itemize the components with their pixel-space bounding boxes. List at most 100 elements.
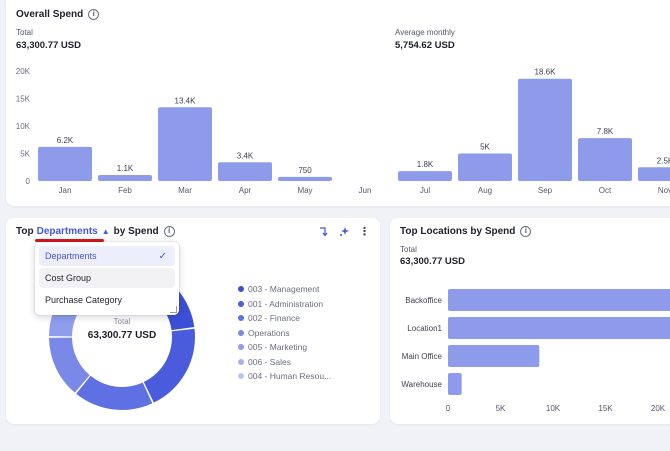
donut-center-label: Total [113, 317, 131, 326]
legend-label: 001 - Administration [248, 298, 324, 309]
y-tick-label: 15K [16, 95, 31, 104]
legend-item[interactable]: 002 - Finance [238, 311, 331, 326]
donut-slice [76, 375, 153, 410]
title-prefix: Top [16, 226, 34, 237]
x-tick-label: Aug [478, 186, 492, 195]
donut-slice [143, 328, 195, 403]
y-tick-label: Backoffice [405, 296, 442, 305]
legend-label: 006 - Sales [248, 356, 291, 367]
bar [158, 107, 212, 181]
dropdown-option-cost-group[interactable]: Cost Group [39, 268, 175, 288]
bar-value-label: 2.5K [657, 156, 670, 165]
bar [98, 174, 152, 181]
legend-swatch [238, 329, 244, 336]
overall-spend-title: Overall Spend i [16, 9, 100, 20]
legend-swatch [238, 286, 244, 293]
x-tick-label: 20K [651, 404, 666, 413]
bar-value-label: 7.8K [597, 127, 614, 136]
legend-item[interactable]: 005 - Marketing [238, 340, 331, 355]
info-icon[interactable]: i [163, 226, 175, 237]
option-label: Departments [45, 251, 97, 261]
locations-bar-chart: Backoffice Location1 Main Office Warehouse 0… [401, 289, 670, 413]
departments-legend: 003 - Management 001 - Administration 002 … [238, 282, 331, 384]
card-actions: ⋮ [319, 226, 370, 237]
card-title-text: Overall Spend [16, 9, 84, 20]
sort-icon[interactable] [319, 226, 330, 237]
bar-value-label: 5K [480, 143, 490, 152]
total-value: 63,300.77 USD [400, 256, 465, 267]
legend-item[interactable]: 004 - Human Resou... [238, 369, 331, 384]
card-title-text: Top Locations by Spend [400, 226, 516, 237]
bar-value-label: 13.4K [175, 96, 197, 105]
bar [398, 171, 452, 181]
bar-value-label: 1.1K [117, 164, 134, 173]
bar [448, 289, 670, 311]
sparkle-icon[interactable] [339, 226, 350, 237]
info-icon[interactable]: i [520, 226, 532, 237]
dropdown-option-purchase-category[interactable]: Purchase Category [39, 290, 175, 310]
x-tick-label: Feb [118, 186, 132, 195]
donut-slice [49, 337, 90, 393]
legend-item[interactable]: 001 - Administration [238, 297, 331, 312]
bar [638, 167, 670, 181]
resize-grip-icon[interactable] [170, 306, 177, 313]
legend-item[interactable]: Operations [238, 326, 331, 341]
option-label: Cost Group [45, 273, 92, 283]
legend-label: 002 - Finance [248, 313, 300, 324]
y-tick-label: Warehouse [401, 380, 442, 389]
x-tick-label: Jun [359, 186, 372, 195]
bar-value-label: 3.4K [237, 151, 254, 160]
check-icon: ✓ [158, 250, 167, 262]
x-tick-label: Apr [239, 186, 252, 195]
average-monthly-label: Average monthly [395, 28, 455, 37]
top-locations-card: Top Locations by Spend i Total 63,300.77… [390, 218, 670, 424]
bar [448, 317, 670, 339]
x-tick-label: Jan [59, 186, 72, 195]
dropdown-option-departments[interactable]: Departments ✓ [39, 246, 175, 266]
y-tick-label: Main Office [402, 352, 443, 361]
legend-item[interactable]: 006 - Sales [238, 355, 331, 370]
bar [448, 373, 462, 395]
bar [218, 162, 272, 181]
option-label: Purchase Category [45, 295, 123, 305]
total-label: Total [400, 245, 417, 254]
top-locations-title: Top Locations by Spend i [400, 226, 532, 237]
x-tick-label: Mar [178, 186, 192, 195]
legend-swatch [238, 300, 244, 307]
bar-value-label: 750 [298, 166, 312, 175]
legend-label: Operations [248, 327, 290, 338]
bar [38, 146, 92, 181]
bar [458, 153, 512, 181]
title-suffix: by Spend [113, 226, 159, 237]
x-tick-label: Jul [420, 186, 430, 195]
x-tick-label: 0 [446, 404, 451, 413]
x-tick-label: 15K [598, 404, 613, 413]
more-vert-icon[interactable]: ⋮ [359, 225, 370, 238]
legend-swatch [238, 358, 244, 365]
chevron-up-icon[interactable]: ▲ [101, 227, 110, 236]
bar [578, 138, 632, 181]
annotation-underline [35, 239, 104, 242]
legend-item[interactable]: 003 - Management [238, 282, 331, 297]
y-tick-label: 20K [16, 67, 31, 76]
legend-label: 003 - Management [248, 284, 320, 295]
total-label: Total [16, 28, 33, 37]
total-value: 63,300.77 USD [16, 40, 81, 51]
legend-swatch [238, 315, 244, 322]
info-icon[interactable]: i [88, 9, 100, 20]
x-tick-label: 10K [546, 404, 561, 413]
x-tick-label: Sep [538, 186, 553, 195]
average-monthly-value: 5,754.62 USD [395, 40, 455, 51]
legend-label: 004 - Human Resou... [248, 371, 332, 382]
overall-spend-card: Overall Spend i Total 63,300.77 USD Aver… [6, 0, 670, 206]
bar [278, 176, 332, 181]
overall-spend-bar-chart: 0 5K 10K 15K 20K 6.2K Jan 1.1K Feb 13.4K Mar 3.4K Ap… [16, 67, 670, 195]
x-tick-label: Oct [599, 186, 612, 195]
legend-label: 005 - Marketing [248, 342, 308, 353]
y-tick-label: Location1 [407, 324, 442, 333]
bar-value-label: 1.8K [417, 160, 434, 169]
group-by-dropdown-trigger[interactable]: Departments [36, 226, 98, 237]
bar-value-label: 18.6K [535, 68, 557, 77]
y-tick-label: 10K [16, 122, 31, 131]
bar-value-label: 6.2K [57, 136, 74, 145]
